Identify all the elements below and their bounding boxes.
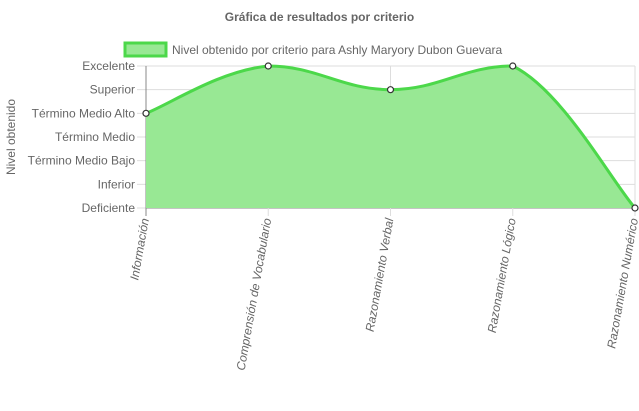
x-tick-label: Razonamiento Verbal xyxy=(363,217,397,333)
y-tick-label: Inferior xyxy=(98,177,135,191)
y-axis-ticks: Deficiente Inferior Término Medio Bajo Térm… xyxy=(28,59,136,215)
y-tick-label: Superior xyxy=(90,83,135,97)
legend-label[interactable]: Nivel obtenido por criterio para Ashly M… xyxy=(172,43,502,57)
series-area-fill xyxy=(146,66,635,208)
legend-swatch[interactable] xyxy=(123,41,168,58)
x-tick-label: Comprensión de Vocabulario xyxy=(234,217,275,372)
y-tick-label: Término Medio xyxy=(55,130,135,144)
data-point[interactable] xyxy=(142,109,150,117)
y-axis-title: Nivel obtenido xyxy=(4,99,18,175)
x-tick-label: Razonamiento Numérico xyxy=(604,217,639,350)
data-point[interactable] xyxy=(631,204,639,212)
x-tick-label: Información xyxy=(127,217,152,281)
y-tick-label: Excelente xyxy=(82,59,135,73)
legend[interactable]: Nivel obtenido por criterio para Ashly M… xyxy=(123,41,502,58)
y-tick-label: Deficiente xyxy=(82,201,136,215)
x-tick-label: Razonamiento Lógico xyxy=(485,217,519,334)
data-points xyxy=(142,62,639,212)
x-axis-ticks: Información Comprensión de Vocabulario Raz… xyxy=(127,217,639,372)
data-point[interactable] xyxy=(264,62,272,70)
chart-title: Gráfica de resultados por criterio xyxy=(225,10,414,24)
y-tick-label: Término Medio Alto xyxy=(32,106,136,120)
data-point[interactable] xyxy=(509,62,517,70)
y-tick-label: Término Medio Bajo xyxy=(28,154,136,168)
data-point[interactable] xyxy=(386,86,395,94)
